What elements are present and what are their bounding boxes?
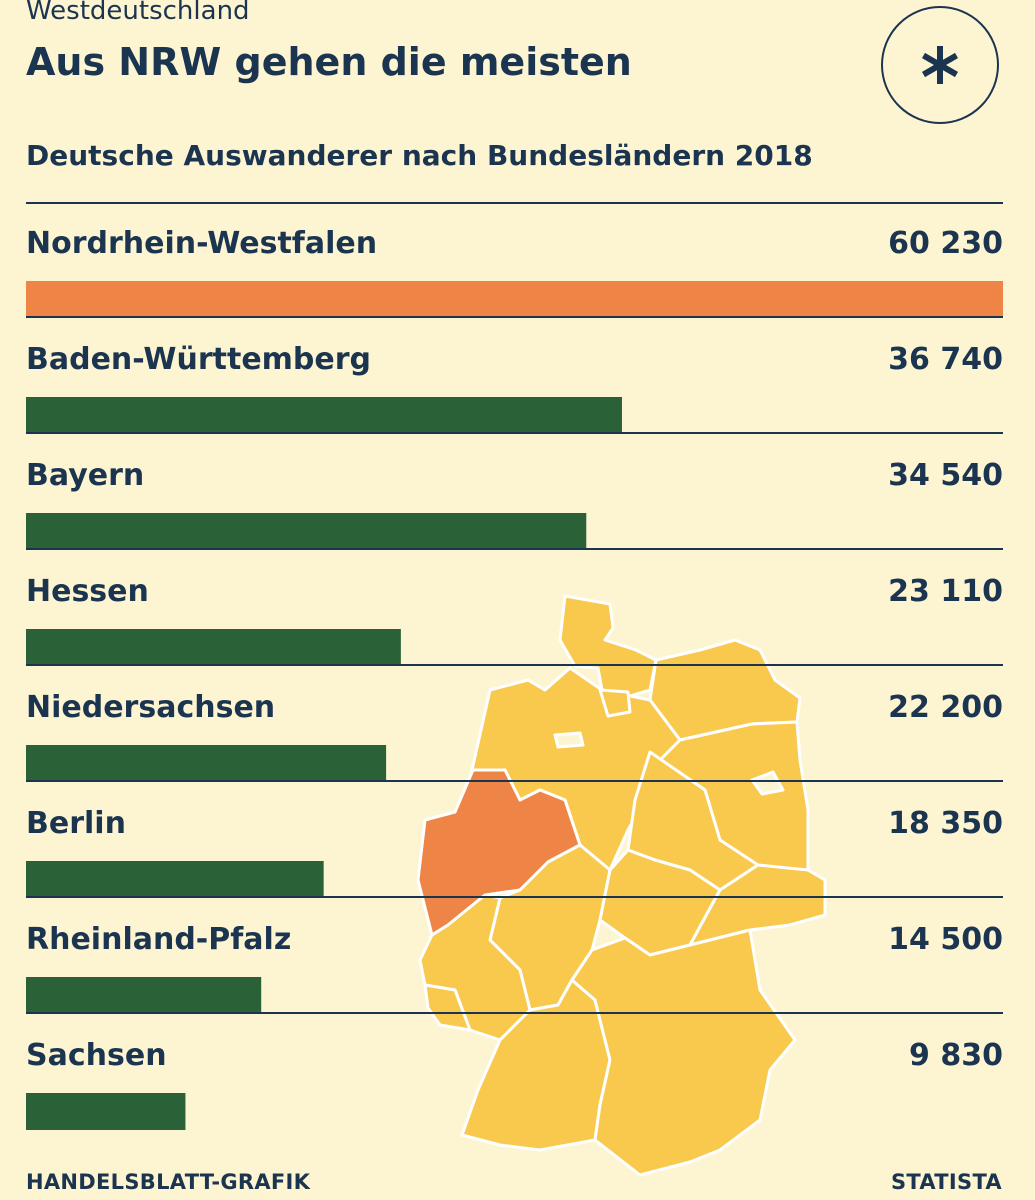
value-label-niedersachsen: 22 200 [888,690,1003,725]
bar-niedersachsen [26,745,387,782]
bar-sachsen [26,1093,186,1130]
category-label-berlin: Berlin [26,806,126,841]
category-label-sachsen: Sachsen [26,1038,167,1073]
category-label-hessen: Hessen [26,574,149,609]
row-rule-berlin [26,896,1003,898]
row-rule-baden-wurttemberg [26,432,1003,434]
map-berlin [750,770,785,796]
asterisk-badge [881,6,999,124]
top-rule [26,202,1003,204]
source-left: HANDELSBLATT-GRAFIK [26,1170,311,1194]
value-label-baden-wurttemberg: 36 740 [888,342,1003,377]
bar-baden-wurttemberg [26,397,622,434]
map-bremen [553,731,585,749]
chart-title: Deutsche Auswanderer nach Bundesländern … [26,139,813,172]
source-right: STATISTA [890,1170,1002,1194]
value-label-berlin: 18 350 [888,806,1003,841]
map-hamburg [598,688,632,718]
bar-rheinland-pfalz [26,977,262,1014]
category-label-bayern: Bayern [26,458,144,493]
value-label-sachsen: 9 830 [909,1038,1003,1073]
map-saarland [423,983,472,1032]
category-label-niedersachsen: Niedersachsen [26,690,275,725]
row-rule-nordrhein-westfalen [26,316,1003,318]
map-bayern [570,928,797,1177]
category-label-rheinland-pfalz: Rheinland-Pfalz [26,922,291,957]
row-rule-niedersachsen [26,780,1003,782]
row-rule-bayern [26,548,1003,550]
row-rule-rheinland-pfalz [26,1012,1003,1014]
category-label-baden-wurttemberg: Baden-Württemberg [26,342,371,377]
page-title: Aus NRW gehen die meisten [26,40,632,84]
value-label-rheinland-pfalz: 14 500 [888,922,1003,957]
bar-berlin [26,861,324,898]
value-label-bayern: 34 540 [888,458,1003,493]
category-label-nordrhein-westfalen: Nordrhein-Westfalen [26,226,377,261]
asterisk-icon [922,46,958,84]
kicker: Westdeutschland [26,0,250,26]
bar-nordrhein-westfalen [26,281,1003,318]
value-label-nordrhein-westfalen: 60 230 [888,226,1003,261]
bar-hessen [26,629,401,666]
value-label-hessen: 23 110 [888,574,1003,609]
bar-bayern [26,513,587,550]
row-rule-hessen [26,664,1003,666]
